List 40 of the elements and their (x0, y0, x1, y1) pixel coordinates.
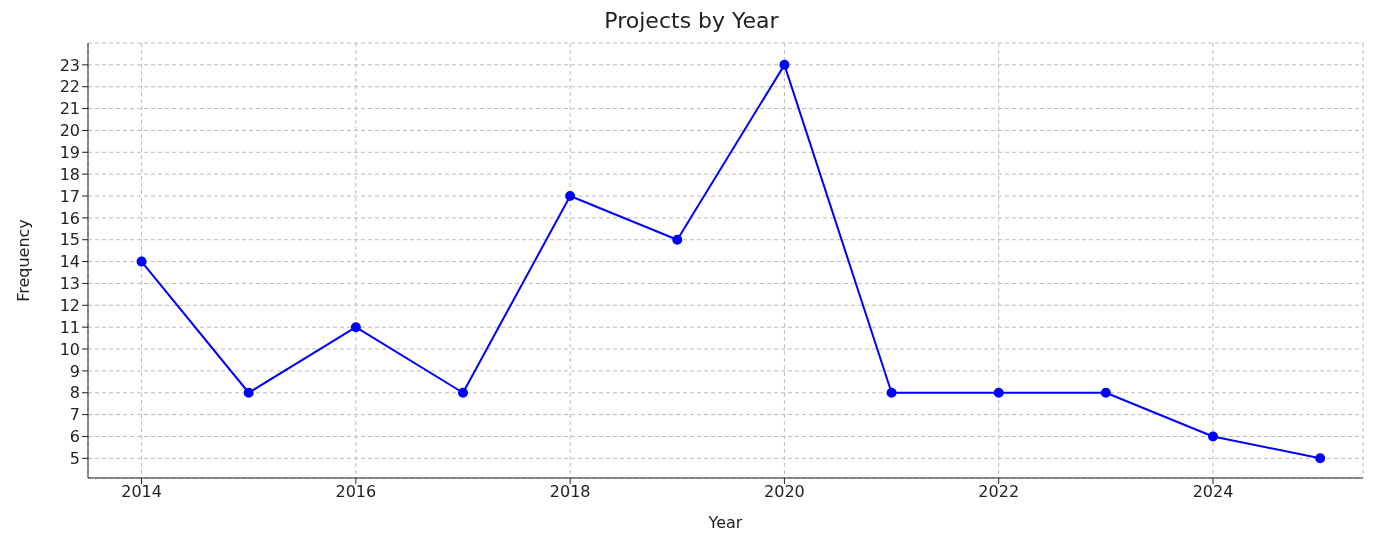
point (350, 322, 361, 333)
x-axis-title: Year (707, 513, 743, 532)
y-tick-label: 5 (69, 449, 80, 469)
y-tick-label: 22 (59, 77, 80, 97)
y-axis-title: Frequency (13, 219, 33, 302)
y-tick-label: 9 (69, 361, 80, 381)
point (886, 387, 897, 398)
y-tick-label: 17 (59, 186, 80, 206)
y-tick-label: 13 (59, 274, 80, 294)
y-tick-label: 6 (69, 427, 80, 447)
y-tick-label: 11 (59, 317, 80, 337)
point (672, 234, 683, 245)
x-tick-label: 2022 (978, 482, 1020, 502)
y-tick-label: 7 (69, 405, 80, 425)
x-tick-label: 2020 (764, 482, 805, 502)
y-tick-label: 8 (69, 383, 80, 403)
point (136, 256, 147, 267)
y-tick-label: 21 (59, 99, 80, 119)
x-tick-label: 2016 (335, 482, 377, 502)
point (1100, 387, 1111, 398)
point (1208, 431, 1218, 442)
y-tick-label: 10 (59, 339, 80, 359)
y-tick-label: 18 (59, 164, 80, 184)
y-tick-label: 19 (59, 142, 80, 162)
y-tick-label: 15 (59, 230, 80, 250)
y-tick-label: 12 (59, 295, 80, 315)
y-tick-label: 20 (59, 121, 80, 141)
point (458, 387, 468, 398)
x-tick-label: 2014 (121, 482, 162, 502)
x-tick-label: 2024 (1192, 482, 1234, 502)
point (565, 191, 576, 202)
x-tick-label: 2018 (549, 482, 591, 502)
y-tick-label: 14 (59, 252, 80, 272)
point (1315, 453, 1326, 464)
y-tick-label: 23 (59, 55, 80, 75)
y-tick-label: 16 (59, 208, 80, 228)
point (993, 387, 1004, 398)
point (779, 59, 790, 70)
point (243, 387, 254, 398)
chart-title: Projects by Year (603, 8, 780, 35)
